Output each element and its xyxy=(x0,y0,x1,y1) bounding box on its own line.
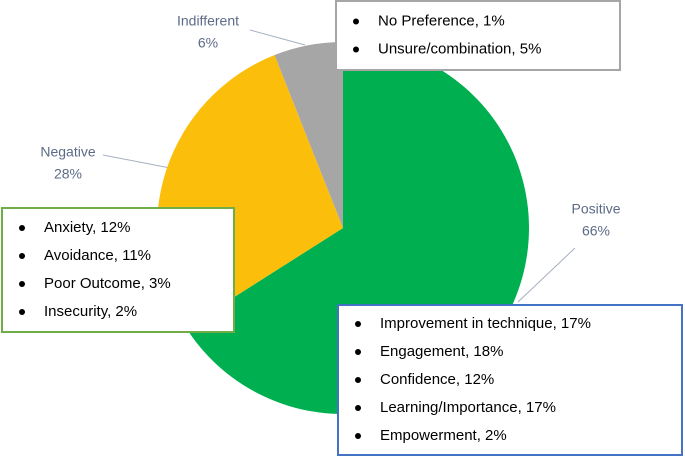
bullet xyxy=(355,377,361,383)
annotation-item: Confidence, 12% xyxy=(380,371,494,388)
slice-label: Negative xyxy=(40,144,95,160)
bullet xyxy=(353,46,359,53)
annotation-box xyxy=(335,0,621,71)
bullet xyxy=(19,281,25,287)
bullet xyxy=(355,405,361,411)
bullet xyxy=(355,321,361,327)
annotation-box xyxy=(337,304,683,456)
slice-value: 6% xyxy=(198,35,218,51)
annotation-item: Empowerment, 2% xyxy=(380,427,507,444)
annotation-item: Engagement, 18% xyxy=(380,343,503,360)
slice-value: 28% xyxy=(54,166,82,182)
leader-line xyxy=(517,247,576,303)
leader-line xyxy=(102,154,171,169)
annotation-item: No Preference, 1% xyxy=(378,12,505,29)
pie-slice xyxy=(274,42,343,228)
bullet xyxy=(19,253,25,259)
annotation-item: Avoidance, 11% xyxy=(44,247,151,264)
annotation-item: Anxiety, 12% xyxy=(44,219,130,236)
leader-line xyxy=(249,29,306,46)
annotation-item: Learning/Importance, 17% xyxy=(380,399,556,416)
bullet xyxy=(355,349,361,355)
annotation-item: Insecurity, 2% xyxy=(44,303,137,320)
slice-value: 66% xyxy=(582,223,610,239)
annotation-box xyxy=(1,207,235,333)
bullet xyxy=(19,225,25,231)
slice-label: Positive xyxy=(571,201,620,217)
annotation-item: Improvement in technique, 17% xyxy=(380,315,591,332)
slice-label: Indifferent xyxy=(177,13,239,29)
bullet xyxy=(353,18,359,25)
bullet xyxy=(355,433,361,439)
annotation-item: Unsure/combination, 5% xyxy=(378,40,541,57)
annotation-item: Poor Outcome, 3% xyxy=(44,275,171,292)
bullet xyxy=(19,309,25,315)
